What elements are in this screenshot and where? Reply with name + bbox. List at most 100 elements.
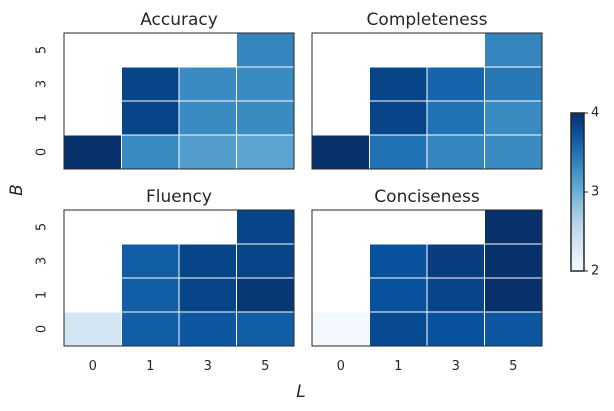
heatmap-cell bbox=[236, 32, 295, 68]
heatmap-cell bbox=[484, 311, 543, 347]
heatmap-cell bbox=[63, 209, 122, 245]
heatmap-cell bbox=[311, 32, 370, 68]
heatmap-cell bbox=[178, 66, 237, 102]
heatmap-cell bbox=[236, 243, 295, 279]
x-tick-label: 1 bbox=[394, 359, 402, 374]
heatmap-panel: Accuracy 5 3 1 0 bbox=[35, 10, 295, 170]
x-tick-label: 3 bbox=[204, 359, 212, 374]
x-tick-label: 5 bbox=[261, 359, 269, 374]
heatmap-cell bbox=[63, 100, 122, 136]
heatmap-cell bbox=[63, 134, 122, 170]
heatmap-cell bbox=[178, 32, 237, 68]
y-tick-label: 1 bbox=[35, 114, 50, 122]
heatmap-cell bbox=[426, 32, 485, 68]
panel-frame bbox=[63, 32, 295, 170]
y-tick-label: 0 bbox=[35, 325, 50, 333]
heatmap-cell bbox=[426, 277, 485, 313]
heatmap-cell bbox=[484, 32, 543, 68]
heatmap-panel: Completeness bbox=[311, 10, 543, 170]
heatmap-cell bbox=[178, 100, 237, 136]
heatmap-cell bbox=[236, 311, 295, 347]
heatmap-cell bbox=[311, 209, 370, 245]
x-tick-label: 1 bbox=[146, 359, 154, 374]
panel-frame bbox=[311, 209, 543, 347]
heatmap-cell bbox=[63, 66, 122, 102]
heatmap-cell bbox=[311, 243, 370, 279]
panel-title: Conciseness bbox=[374, 187, 480, 207]
heatmap-cell bbox=[236, 66, 295, 102]
heatmap-cell bbox=[426, 134, 485, 170]
heatmap-cell bbox=[63, 277, 122, 313]
heatmap-cell bbox=[426, 66, 485, 102]
heatmap-panel: Fluency 5 3 1 0 0 1 3 5 bbox=[35, 187, 295, 374]
panel-frame bbox=[63, 209, 295, 347]
heatmap-cell bbox=[121, 134, 180, 170]
y-tick-label: 3 bbox=[35, 257, 50, 265]
heatmap-cell bbox=[369, 134, 428, 170]
y-tick-label: 1 bbox=[35, 291, 50, 299]
heatmap-cell bbox=[426, 100, 485, 136]
heatmap-cell bbox=[178, 311, 237, 347]
panel-frame bbox=[311, 32, 543, 170]
x-tick-label: 0 bbox=[337, 359, 345, 374]
heatmap-cell bbox=[236, 100, 295, 136]
heatmap-cell bbox=[369, 243, 428, 279]
x-tick-label: 5 bbox=[509, 359, 517, 374]
x-tick-label: 0 bbox=[89, 359, 97, 374]
heatmap-cell bbox=[426, 311, 485, 347]
heatmap-cell bbox=[178, 243, 237, 279]
heatmap-cell bbox=[311, 66, 370, 102]
colorbar-tick-label: 4 bbox=[591, 106, 599, 121]
y-tick-label: 0 bbox=[35, 148, 50, 156]
panel-title: Fluency bbox=[146, 187, 212, 207]
heatmap-cell bbox=[426, 209, 485, 245]
y-tick-label: 3 bbox=[35, 80, 50, 88]
heatmap-cell bbox=[369, 100, 428, 136]
heatmap-cell bbox=[311, 100, 370, 136]
heatmap-cell bbox=[369, 66, 428, 102]
heatmap-cell bbox=[311, 311, 370, 347]
panel-title: Completeness bbox=[367, 10, 488, 30]
heatmap-cell bbox=[484, 277, 543, 313]
heatmap-cell bbox=[484, 134, 543, 170]
panel-title: Accuracy bbox=[140, 10, 218, 30]
heatmap-cell bbox=[369, 311, 428, 347]
heatmap-cell bbox=[63, 243, 122, 279]
x-tick-label: 3 bbox=[452, 359, 460, 374]
x-axis-label: L bbox=[296, 382, 305, 402]
y-tick-label: 5 bbox=[35, 46, 50, 54]
heatmap-cell bbox=[369, 209, 428, 245]
heatmap-cell bbox=[484, 209, 543, 245]
heatmap-cell bbox=[369, 277, 428, 313]
heatmap-cell bbox=[311, 277, 370, 313]
y-tick-label: 5 bbox=[35, 223, 50, 231]
heatmap-cell bbox=[121, 209, 180, 245]
heatmap-cell bbox=[484, 100, 543, 136]
y-axis-label: B bbox=[7, 184, 27, 196]
heatmap-cell bbox=[121, 311, 180, 347]
heatmap-cell bbox=[236, 277, 295, 313]
heatmap-cell bbox=[178, 209, 237, 245]
colorbar bbox=[570, 112, 585, 272]
heatmap-cell bbox=[121, 32, 180, 68]
heatmap-cell bbox=[63, 311, 122, 347]
heatmap-cell bbox=[236, 209, 295, 245]
heatmap-cell bbox=[426, 243, 485, 279]
colorbar-tick-label: 3 bbox=[591, 185, 599, 200]
heatmap-cell bbox=[178, 134, 237, 170]
heatmap-cell bbox=[121, 243, 180, 279]
heatmap-cell bbox=[63, 32, 122, 68]
heatmap-cell bbox=[121, 277, 180, 313]
colorbar-tick-label: 2 bbox=[591, 264, 599, 279]
heatmap-cell bbox=[121, 100, 180, 136]
heatmap-cell bbox=[178, 277, 237, 313]
heatmap-cell bbox=[484, 66, 543, 102]
heatmap-cell bbox=[484, 243, 543, 279]
heatmap-cell bbox=[369, 32, 428, 68]
heatmap-cell bbox=[311, 134, 370, 170]
heatmap-cell bbox=[236, 134, 295, 170]
heatmap-panel: Conciseness 0 1 3 5 bbox=[311, 187, 543, 374]
heatmap-cell bbox=[121, 66, 180, 102]
